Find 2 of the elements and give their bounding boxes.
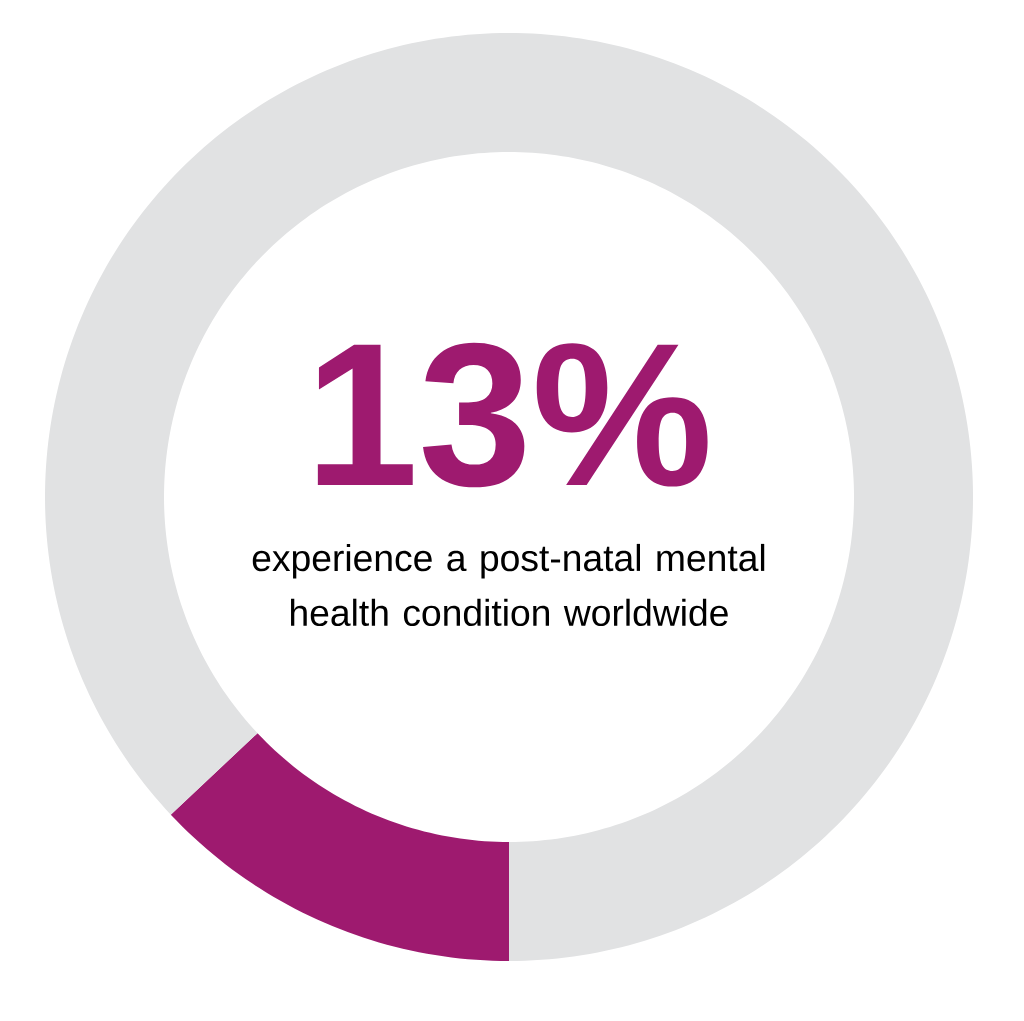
text: 13% [317, 342, 708, 488]
text: experience a post-natal mental health condition worldwide [252, 543, 765, 627]
